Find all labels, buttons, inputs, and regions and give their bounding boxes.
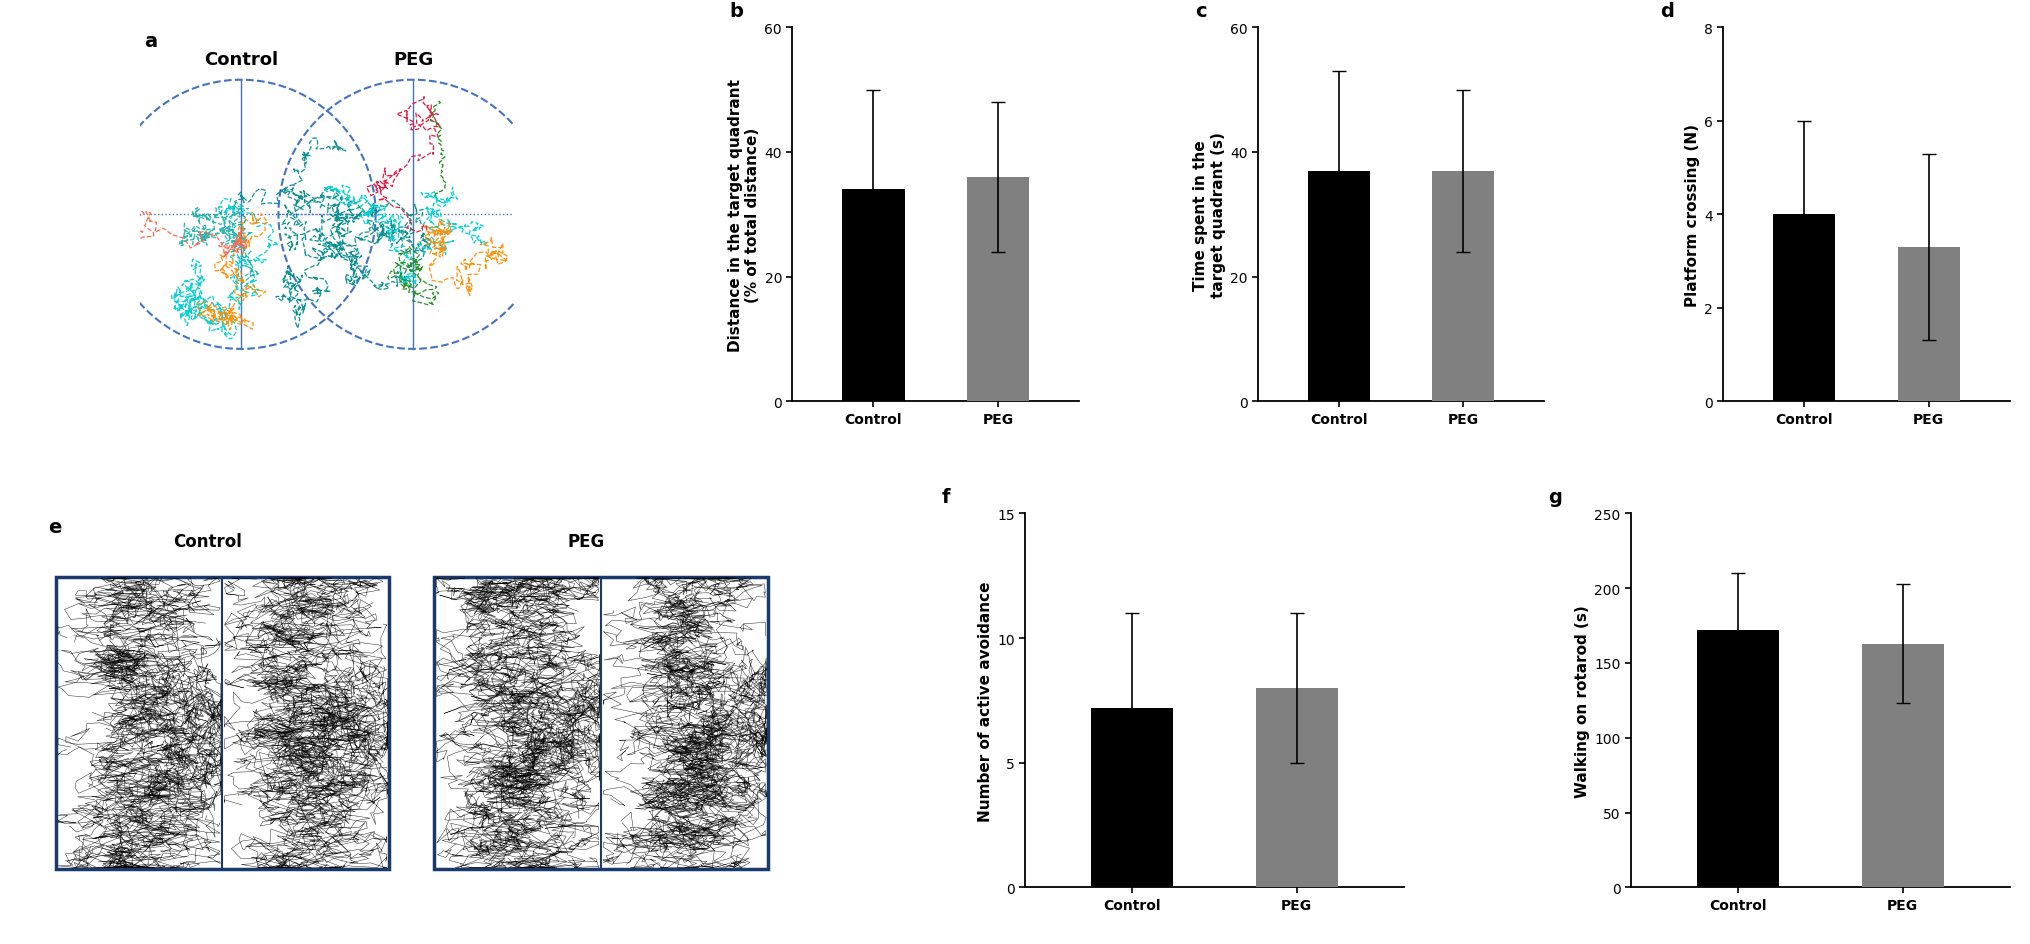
Text: e: e [49, 517, 61, 536]
Text: d: d [1661, 2, 1675, 21]
Bar [1090, 708, 1173, 887]
Bar [1697, 631, 1778, 887]
Text: a: a [144, 32, 156, 51]
Bar [1772, 215, 1835, 402]
Y-axis label: Distance in the target quadrant
(% of total distance): Distance in the target quadrant (% of to… [729, 78, 759, 351]
Bar [1433, 172, 1494, 402]
Text: PEG: PEG [394, 51, 432, 70]
Text: b: b [729, 2, 743, 21]
Text: g: g [1547, 488, 1561, 507]
Text: Control: Control [203, 51, 278, 70]
Bar [1257, 688, 1338, 887]
Bar [1862, 644, 1945, 887]
Bar [1307, 172, 1370, 402]
Y-axis label: Time spent in the
target quadrant (s): Time spent in the target quadrant (s) [1194, 132, 1226, 298]
Bar [1898, 247, 1959, 402]
Y-axis label: Platform crossing (N): Platform crossing (N) [1685, 124, 1699, 307]
Text: c: c [1196, 2, 1206, 21]
Y-axis label: Number of active avoidance: Number of active avoidance [978, 581, 993, 820]
Text: PEG: PEG [566, 532, 605, 550]
Text: Control: Control [173, 532, 242, 550]
Y-axis label: Walking on rotarod (s): Walking on rotarod (s) [1575, 604, 1589, 797]
Bar [842, 190, 905, 402]
Bar [966, 177, 1029, 402]
Text: f: f [942, 488, 950, 507]
